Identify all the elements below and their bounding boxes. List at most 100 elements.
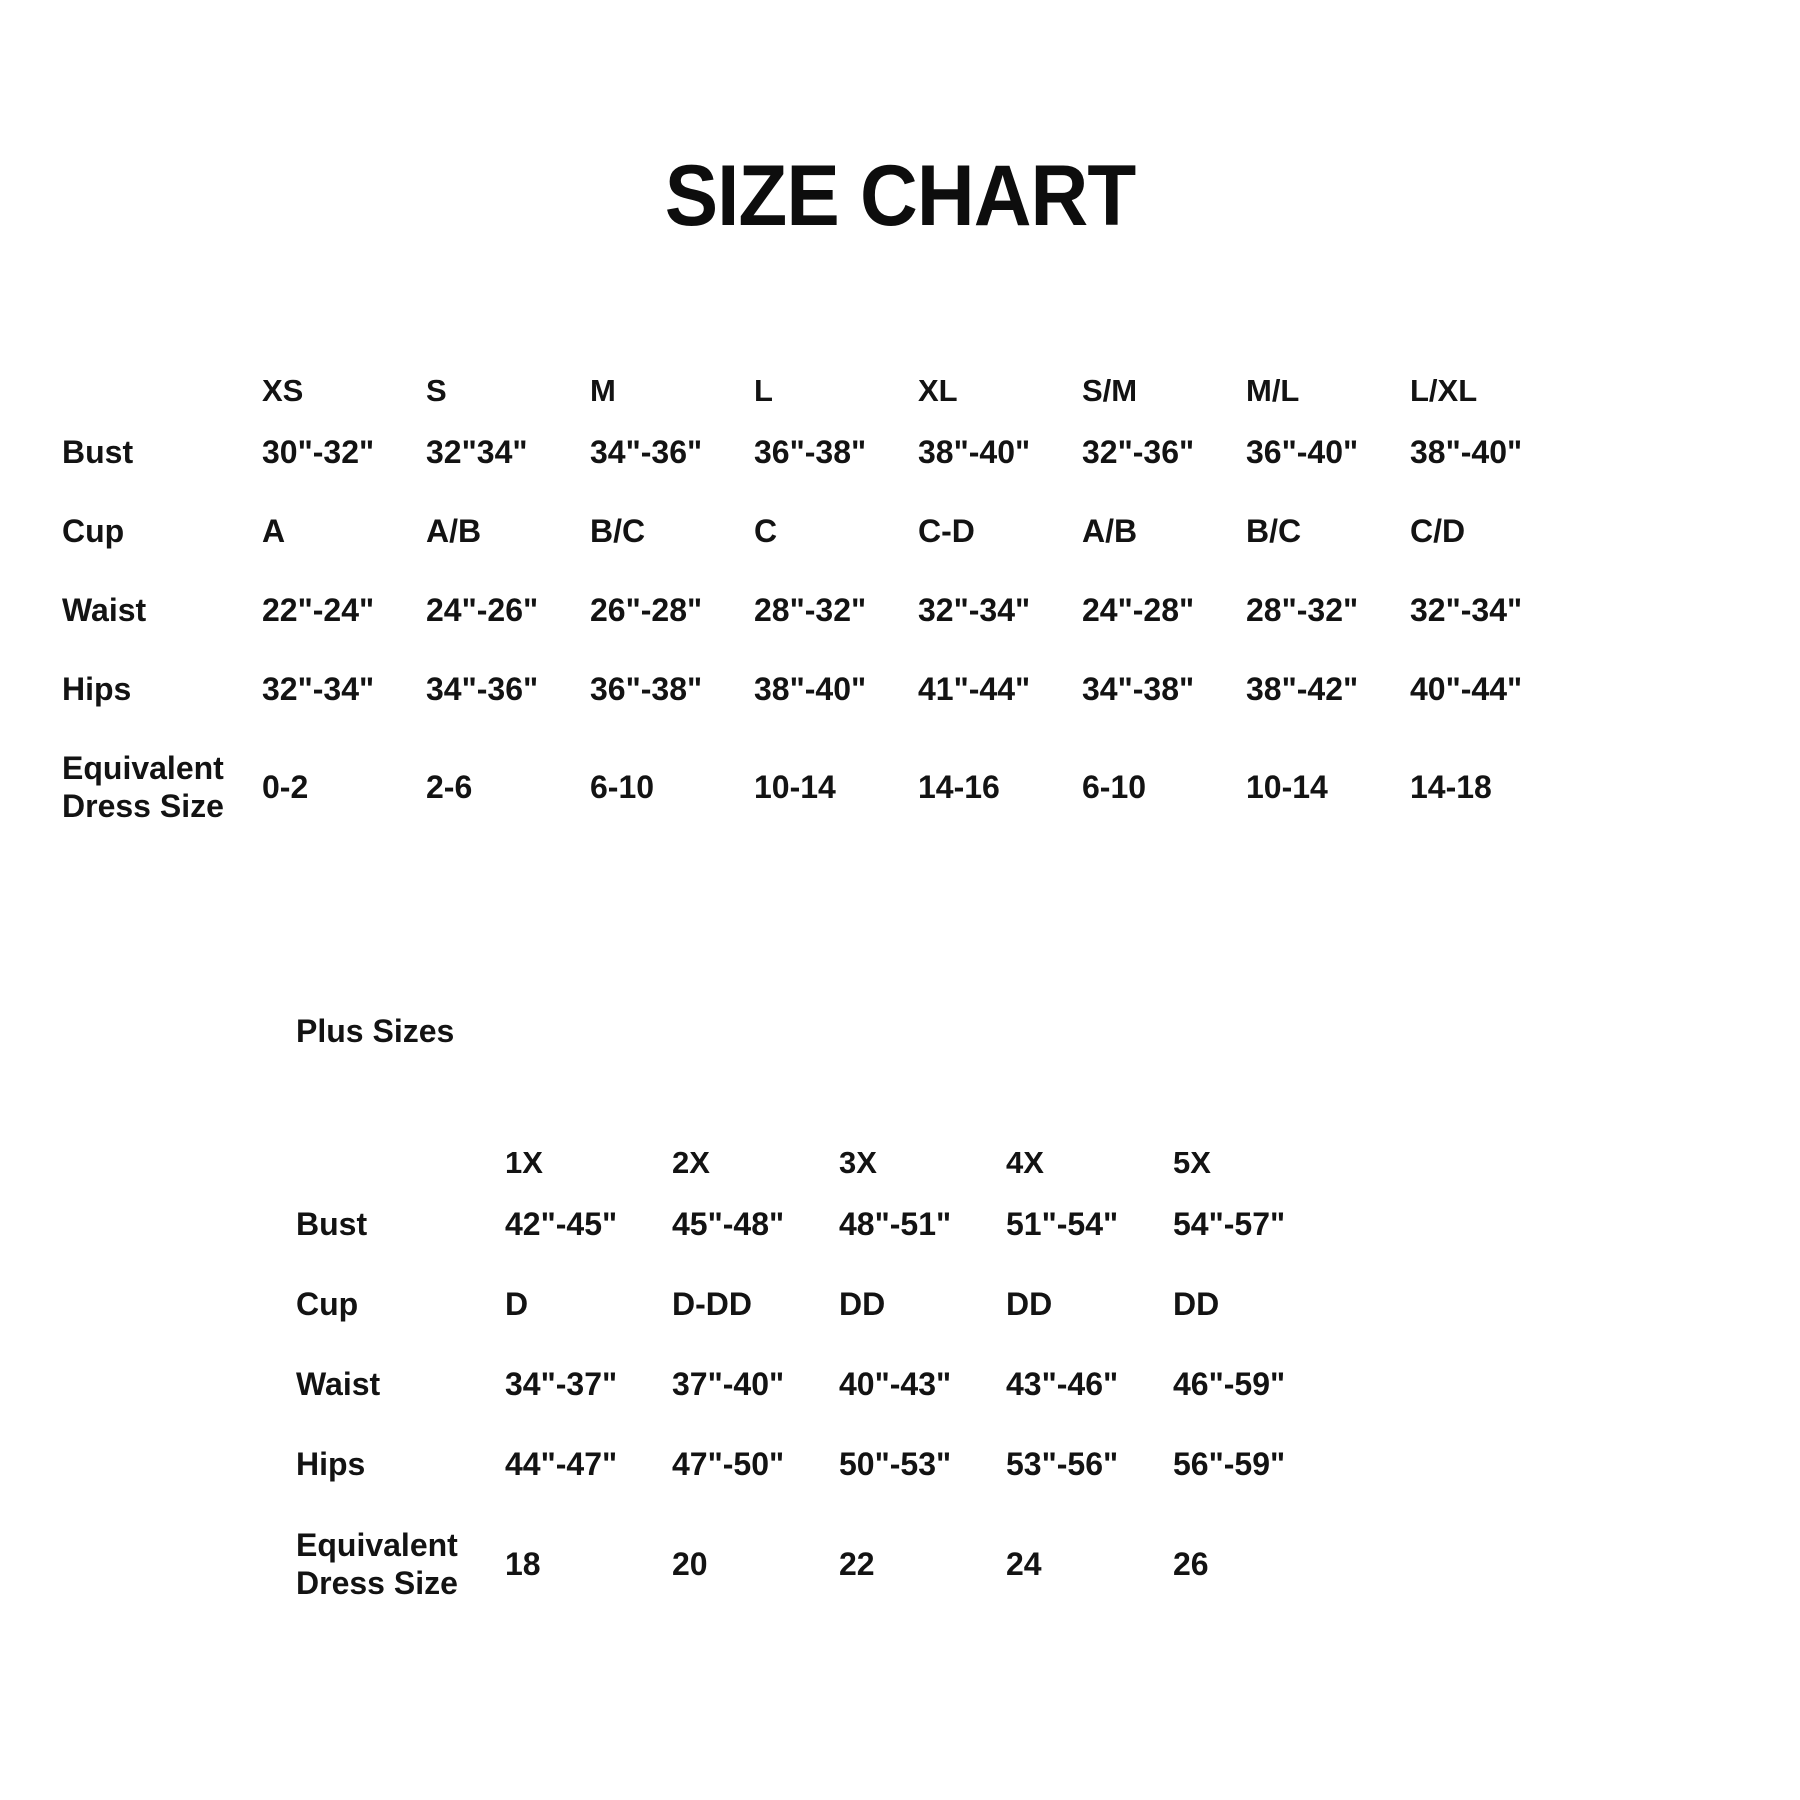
cell-hips-m: 36"-38" [590, 670, 703, 707]
column-header-xs: XS [262, 373, 304, 408]
plus-header-row: 1X 2X 3X 4X 5X [296, 1100, 1340, 1184]
cell-hips-lxl: 40"-44" [1410, 670, 1523, 707]
column-header-xl: XL [918, 373, 958, 408]
table-row: Waist 22"-24" 24"-26" 26"-28" 28"-32" 32… [62, 570, 1574, 649]
cell-plus-dress-1x: 18 [505, 1546, 541, 1582]
cell-plus-hips-5x: 56"-59" [1173, 1446, 1286, 1482]
cell-cup-sm: A/B [1082, 512, 1138, 549]
cell-plus-hips-2x: 47"-50" [672, 1446, 785, 1482]
cell-plus-dress-2x: 20 [672, 1546, 708, 1582]
cell-plus-bust-1x: 42"-45" [505, 1206, 618, 1242]
cell-bust-ml: 36"-40" [1246, 433, 1359, 470]
column-header-1x: 1X [505, 1145, 543, 1180]
cell-hips-ml: 38"-42" [1246, 670, 1359, 707]
cell-bust-m: 34"-36" [590, 433, 703, 470]
table-row: Equivalent Dress Size 0-2 2-6 6-10 10-14… [62, 728, 1574, 846]
cell-bust-xs: 30"-32" [262, 433, 375, 470]
plus-sizes-heading: Plus Sizes [296, 1013, 455, 1049]
cell-hips-sm: 34"-38" [1082, 670, 1195, 707]
table-row: Hips 44"-47" 47"-50" 50"-53" 53"-56" 56"… [296, 1424, 1340, 1504]
cell-plus-waist-1x: 34"-37" [505, 1366, 618, 1402]
row-label-hips: Hips [62, 670, 132, 707]
row-label-line2: Dress Size [62, 788, 224, 824]
cell-dress-s: 2-6 [426, 769, 473, 805]
column-header-5x: 5X [1173, 1145, 1211, 1180]
cell-dress-xl: 14-16 [918, 769, 1000, 805]
cell-bust-lxl: 38"-40" [1410, 433, 1523, 470]
plus-row-label-line1: Equivalent [296, 1527, 458, 1563]
plus-row-label-cup: Cup [296, 1286, 359, 1322]
cell-waist-ml: 28"-32" [1246, 591, 1359, 628]
cell-dress-l: 10-14 [754, 769, 836, 805]
cell-dress-sm: 6-10 [1082, 769, 1147, 805]
cell-plus-dress-3x: 22 [839, 1546, 875, 1582]
cell-cup-xl: C-D [918, 512, 975, 549]
row-label-bust: Bust [62, 433, 134, 470]
cell-hips-xl: 41"-44" [918, 670, 1031, 707]
cell-plus-waist-3x: 40"-43" [839, 1366, 952, 1402]
column-header-m: M [590, 373, 616, 408]
cell-waist-xl: 32"-34" [918, 591, 1031, 628]
page-title: SIZE CHART [664, 148, 1137, 244]
cell-plus-cup-5x: DD [1173, 1286, 1220, 1322]
cell-plus-waist-2x: 37"-40" [672, 1366, 785, 1402]
cell-plus-hips-3x: 50"-53" [839, 1446, 952, 1482]
table-row: Bust 42"-45" 45"-48" 48"-51" 51"-54" 54"… [296, 1184, 1340, 1264]
cell-waist-l: 28"-32" [754, 591, 867, 628]
column-header-2x: 2X [672, 1145, 710, 1180]
plus-row-label-waist: Waist [296, 1366, 381, 1402]
cell-dress-m: 6-10 [590, 769, 655, 805]
cell-plus-dress-4x: 24 [1006, 1546, 1042, 1582]
row-label-cup: Cup [62, 512, 125, 549]
row-label-equivalent-dress-size: Equivalent Dress Size [62, 728, 262, 846]
cell-cup-m: B/C [590, 512, 646, 549]
standard-corner-cell [62, 330, 262, 412]
table-row: Hips 32"-34" 34"-36" 36"-38" 38"-40" 41"… [62, 649, 1574, 728]
cell-waist-sm: 24"-28" [1082, 591, 1195, 628]
cell-cup-ml: B/C [1246, 512, 1302, 549]
cell-waist-lxl: 32"-34" [1410, 591, 1523, 628]
cell-cup-s: A/B [426, 512, 482, 549]
table-row: Waist 34"-37" 37"-40" 40"-43" 43"-46" 46… [296, 1344, 1340, 1424]
cell-cup-xs: A [262, 512, 286, 549]
table-row: Equivalent Dress Size 18 20 22 24 26 [296, 1504, 1340, 1624]
cell-plus-waist-5x: 46"-59" [1173, 1366, 1286, 1402]
plus-row-label-equivalent-dress-size: Equivalent Dress Size [296, 1504, 505, 1624]
cell-bust-xl: 38"-40" [918, 433, 1031, 470]
cell-dress-xs: 0-2 [262, 769, 309, 805]
standard-size-table: XS S M L XL S/M M/L L/XL Bust 30"-32" 32… [62, 330, 1574, 846]
cell-plus-cup-1x: D [505, 1286, 529, 1322]
cell-hips-xs: 32"-34" [262, 670, 375, 707]
cell-plus-bust-2x: 45"-48" [672, 1206, 785, 1242]
column-header-l: L [754, 373, 773, 408]
cell-plus-bust-4x: 51"-54" [1006, 1206, 1119, 1242]
cell-cup-lxl: C/D [1410, 512, 1466, 549]
table-row: Cup A A/B B/C C C-D A/B B/C C/D [62, 491, 1574, 570]
cell-plus-bust-3x: 48"-51" [839, 1206, 952, 1242]
plus-row-label-line2: Dress Size [296, 1565, 458, 1601]
column-header-lxl: L/XL [1410, 373, 1478, 408]
plus-size-table: 1X 2X 3X 4X 5X Bust 42"-45" 45"-48" 48"-… [296, 1100, 1340, 1624]
cell-hips-s: 34"-36" [426, 670, 539, 707]
column-header-ml: M/L [1246, 373, 1300, 408]
cell-waist-m: 26"-28" [590, 591, 703, 628]
column-header-s: S [426, 373, 447, 408]
cell-plus-cup-2x: D-DD [672, 1286, 752, 1322]
plus-row-label-bust: Bust [296, 1206, 368, 1242]
cell-cup-l: C [754, 512, 778, 549]
row-label-line1: Equivalent [62, 750, 224, 786]
column-header-3x: 3X [839, 1145, 877, 1180]
plus-row-label-hips: Hips [296, 1446, 366, 1482]
cell-bust-sm: 32"-36" [1082, 433, 1195, 470]
cell-bust-l: 36"-38" [754, 433, 867, 470]
cell-plus-bust-5x: 54"-57" [1173, 1206, 1286, 1242]
column-header-4x: 4X [1006, 1145, 1044, 1180]
cell-plus-hips-4x: 53"-56" [1006, 1446, 1119, 1482]
column-header-sm: S/M [1082, 373, 1138, 408]
cell-dress-ml: 10-14 [1246, 769, 1328, 805]
cell-bust-s: 32"34" [426, 433, 528, 470]
plus-corner-cell [296, 1100, 505, 1184]
standard-header-row: XS S M L XL S/M M/L L/XL [62, 330, 1574, 412]
cell-hips-l: 38"-40" [754, 670, 867, 707]
table-row: Cup D D-DD DD DD DD [296, 1264, 1340, 1344]
